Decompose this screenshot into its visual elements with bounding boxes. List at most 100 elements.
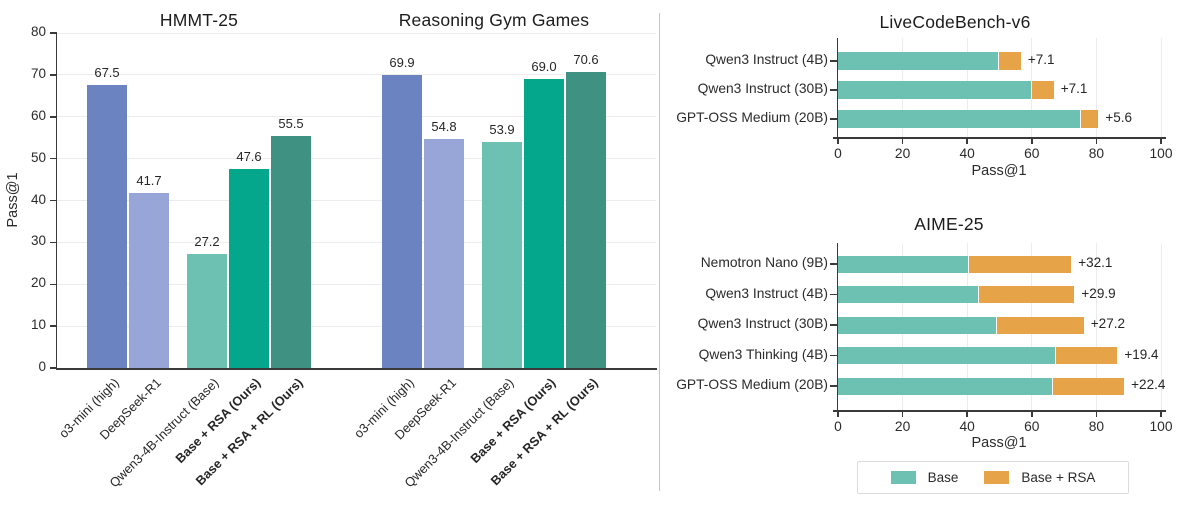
bar-base-segment (838, 81, 1031, 99)
bar-base-segment (838, 316, 996, 334)
bar-value-label: 69.9 (389, 55, 415, 71)
row-category-label: Qwen3 Instruct (30B) (697, 81, 828, 96)
y-tick-label: 30 (30, 233, 46, 249)
gridline (1160, 243, 1162, 410)
bar (229, 168, 269, 368)
bar-value-label: 69.0 (531, 59, 557, 75)
legend-swatch-base-rsa (984, 471, 1010, 484)
bar-base-segment (838, 377, 1052, 395)
y-tick (50, 74, 57, 76)
x-tick-label: 60 (1024, 146, 1040, 161)
x-tick (1160, 412, 1162, 417)
x-axis-spine (55, 367, 657, 370)
bar (482, 142, 522, 368)
x-tick-label: 0 (834, 146, 842, 161)
delta-label: +29.9 (1081, 285, 1116, 301)
y-tick (50, 367, 57, 369)
y-axis-spine (836, 243, 839, 411)
bar-value-label: 53.9 (489, 122, 515, 138)
bar-rsa-segment (968, 255, 1072, 273)
livecodebench-x-axis-label: Pass@1 (971, 163, 1027, 179)
x-tick-label: 20 (894, 146, 911, 161)
aime-x-axis-label: Pass@1 (971, 435, 1027, 451)
y-tick (50, 325, 57, 327)
gridline (57, 241, 656, 243)
bar-value-label: 67.5 (94, 65, 120, 81)
legend-label-base: Base (927, 470, 959, 485)
y-tick-label: 70 (30, 65, 46, 81)
x-tick (1160, 139, 1162, 144)
gridline (57, 158, 656, 160)
x-tick-label: 80 (1088, 146, 1105, 161)
y-tick-label: 0 (38, 359, 46, 374)
bar-rsa-segment (978, 286, 1075, 303)
bar-base-segment (838, 110, 1081, 128)
delta-label: +7.1 (1027, 52, 1055, 67)
y-tick (50, 116, 57, 118)
row-tick (830, 385, 837, 387)
delta-label: +5.6 (1105, 110, 1132, 125)
bar-value-label: 54.8 (431, 118, 457, 134)
x-tick-label: 100 (1149, 419, 1173, 434)
bar-value-label: 47.6 (236, 148, 262, 164)
bar-rsa-segment (1055, 347, 1118, 364)
y-tick-label: 10 (30, 317, 46, 333)
y-tick (50, 157, 57, 160)
bar-rsa-segment (998, 52, 1021, 70)
row-category-label: Qwen3 Instruct (4B) (705, 52, 828, 67)
row-tick (830, 324, 837, 326)
bar (424, 138, 464, 368)
delta-label: +32.1 (1078, 255, 1113, 270)
bar-rsa-segment (1052, 377, 1125, 395)
row-tick (830, 263, 837, 265)
x-tick-label: 0 (834, 419, 842, 434)
gridline (1095, 243, 1097, 410)
x-tick-label: 20 (894, 419, 911, 434)
bar-base-segment (838, 255, 968, 273)
bar-rsa-segment (1031, 81, 1054, 99)
x-tick (1031, 412, 1033, 417)
y-axis-spine (836, 38, 839, 138)
bar-value-label: 55.5 (278, 115, 304, 131)
x-tick (966, 139, 968, 144)
row-tick (830, 354, 837, 357)
delta-label: +19.4 (1124, 346, 1159, 362)
bar-base-segment (838, 347, 1055, 364)
row-tick (830, 118, 837, 120)
gridline (57, 283, 656, 285)
legend-swatch-base (890, 471, 916, 484)
bar-base-segment (838, 286, 978, 303)
x-tick (837, 412, 839, 417)
y-tick (50, 199, 57, 202)
row-category-label: Qwen3 Instruct (4B) (705, 285, 828, 301)
x-axis-spine (833, 409, 1166, 412)
bar-rsa-segment (996, 316, 1084, 334)
bar-base-segment (838, 52, 998, 70)
row-category-label: GPT-OSS Medium (20B) (676, 377, 828, 392)
legend: Base Base + RSA (857, 461, 1129, 494)
legend-label-base-rsa: Base + RSA (1021, 470, 1096, 485)
y-tick-label: 60 (30, 107, 46, 123)
x-tick (901, 412, 904, 417)
x-tick-label: 40 (959, 146, 975, 161)
bar-value-label: 41.7 (136, 173, 162, 189)
bar (187, 254, 227, 368)
bar (382, 75, 422, 368)
bar (87, 85, 127, 368)
y-tick-label: 20 (30, 275, 46, 291)
x-tick (1095, 412, 1098, 417)
x-tick (1095, 139, 1098, 144)
delta-label: +7.1 (1060, 81, 1088, 96)
x-tick (1031, 139, 1033, 144)
bar-value-label: 27.2 (194, 234, 220, 250)
bar-value-label: 70.6 (573, 52, 599, 68)
gridline (1031, 38, 1033, 137)
y-axis-spine (55, 32, 58, 370)
bar (566, 72, 606, 368)
bar-rsa-segment (1081, 110, 1099, 128)
panel-divider (659, 13, 661, 491)
x-tick (901, 139, 904, 144)
x-tick (837, 139, 839, 144)
y-tick-label: 50 (30, 149, 46, 165)
